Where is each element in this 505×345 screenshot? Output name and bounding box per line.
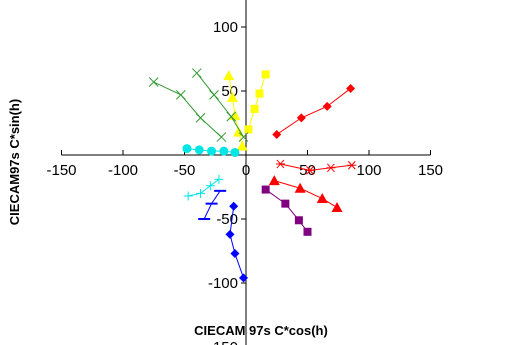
x-tick-label: -50 xyxy=(174,162,196,179)
circle-point xyxy=(219,146,229,156)
y-tick-label: -100 xyxy=(208,275,238,292)
data-series xyxy=(191,68,249,142)
diamond-point xyxy=(229,201,239,211)
plus-point xyxy=(205,181,215,191)
data-series xyxy=(244,70,270,134)
data-series xyxy=(182,144,240,157)
data-series xyxy=(261,185,312,236)
series-line xyxy=(247,74,267,130)
triangle-point xyxy=(331,201,343,212)
triangle-point xyxy=(268,175,280,186)
data-series xyxy=(275,159,357,175)
x-tick-label: 0 xyxy=(242,162,250,179)
diamond-point xyxy=(230,249,240,259)
y-tick-label: -150 xyxy=(208,339,238,345)
y-tick-label: 100 xyxy=(213,19,238,36)
asterisk-point xyxy=(275,159,285,169)
asterisk-stroke xyxy=(326,163,335,173)
square-point xyxy=(255,89,264,98)
circle-point xyxy=(230,147,240,157)
x-star-point xyxy=(148,77,159,87)
triangle-point xyxy=(226,91,238,102)
labels: CIECAM97s C*sin(h) CIECAM 97s C*cos(h) xyxy=(7,99,328,338)
plus-point xyxy=(195,188,205,198)
x-tick-label: -100 xyxy=(108,162,138,179)
diamond-point xyxy=(322,101,332,111)
x-star-stroke xyxy=(148,77,159,87)
square-point xyxy=(294,216,303,225)
triangle-point xyxy=(316,193,328,204)
data-series xyxy=(225,201,249,283)
axes: -150-100-50050100150-150-100-5050100150 xyxy=(46,0,443,345)
series-line xyxy=(280,163,352,171)
triangle-point xyxy=(236,140,248,151)
asterisk-stroke xyxy=(306,166,314,175)
series-line xyxy=(265,189,308,233)
data-series xyxy=(223,70,248,151)
diamond-point xyxy=(296,113,306,123)
x-star-stroke xyxy=(216,132,227,142)
data-series xyxy=(268,175,343,212)
diamond-point xyxy=(272,130,282,140)
asterisk-point xyxy=(347,160,357,170)
x-tick-label: 150 xyxy=(418,162,443,179)
x-star-point xyxy=(226,111,237,122)
square-point xyxy=(250,104,259,113)
asterisk-point xyxy=(326,163,336,173)
asterisk-point xyxy=(305,166,315,175)
data-series xyxy=(272,83,356,140)
circle-point xyxy=(182,144,192,154)
x-star-stroke xyxy=(238,132,249,142)
x-star-stroke xyxy=(175,89,186,100)
y-tick-label: -50 xyxy=(216,211,238,228)
data-series xyxy=(148,77,227,142)
x-star-stroke xyxy=(209,89,219,100)
series-line xyxy=(196,72,244,138)
diamond-point xyxy=(225,229,235,239)
x-star-stroke xyxy=(226,111,237,122)
square-point xyxy=(281,199,290,208)
series-group xyxy=(148,68,357,283)
series-line xyxy=(153,81,222,138)
x-star-point xyxy=(175,89,186,100)
square-point xyxy=(261,185,270,194)
series-line xyxy=(188,178,220,197)
triangle-point xyxy=(294,182,306,193)
x-star-point xyxy=(216,132,227,142)
square-point xyxy=(261,70,270,79)
x-axis-label: CIECAM 97s C*cos(h) xyxy=(194,323,328,338)
series-line xyxy=(276,88,351,135)
circle-point xyxy=(194,145,204,155)
triangle-point xyxy=(223,70,235,81)
y-axis-label: CIECAM97s C*sin(h) xyxy=(7,99,22,225)
x-star-stroke xyxy=(195,113,206,123)
asterisk-stroke xyxy=(276,159,285,169)
x-star-point xyxy=(238,132,249,142)
plus-point xyxy=(183,191,193,201)
circle-point xyxy=(207,146,217,156)
triangle-point xyxy=(229,109,241,120)
asterisk-stroke xyxy=(347,160,356,170)
x-star-point xyxy=(209,89,219,100)
series-line xyxy=(274,180,338,208)
x-tick-label: 100 xyxy=(356,162,381,179)
diamond-point xyxy=(346,83,356,93)
x-star-point xyxy=(191,68,202,78)
diamond-point xyxy=(239,273,249,283)
x-tick-label: -150 xyxy=(46,162,76,179)
data-series xyxy=(183,174,224,201)
plus-point xyxy=(214,174,224,184)
series-line xyxy=(229,206,245,279)
square-point xyxy=(244,125,253,134)
x-star-point xyxy=(195,113,206,123)
data-series xyxy=(198,189,227,220)
x-star-stroke xyxy=(191,68,202,78)
square-point xyxy=(303,227,312,236)
